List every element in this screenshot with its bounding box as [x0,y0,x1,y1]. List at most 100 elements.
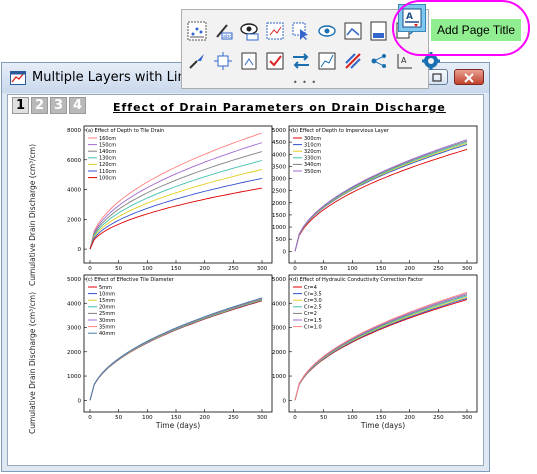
quill-brush-button[interactable] [186,50,208,72]
graph-window: Multiple Layers with Line Plo 1 2 3 4 Ef… [1,62,490,472]
legend-label: 160cm [99,136,116,142]
close-icon [464,73,474,83]
x-tick-label: 0 [88,415,92,421]
layer-tab-2[interactable]: 2 [31,97,48,114]
series-line-1 [294,148,468,252]
page-button[interactable] [368,20,390,42]
restore-icon [432,73,442,82]
pointer-select-button[interactable] [290,20,312,42]
select-data-button[interactable] [264,20,286,42]
layer-tab-3[interactable]: 3 [50,97,67,114]
rescale-button[interactable] [316,50,338,72]
x-tick-label: 200 [199,415,210,421]
layer-tab-4[interactable]: 4 [69,97,86,114]
legend-label: 140cm [99,149,116,155]
window-title: Multiple Layers with Line Plo [32,70,218,85]
toolbar-more-indicator[interactable]: • • • [292,78,318,87]
legend-label: 150cm [99,142,116,148]
legend-label: Cr=2.5 [304,305,322,311]
y-tick-label: 1000 [272,374,286,380]
scatter-plot-button[interactable] [186,20,208,42]
toolbar-row-2: A [186,50,442,72]
network-icon [371,54,386,68]
y-tick-label: 2500 [272,189,286,195]
y-tick-label: 1000 [67,374,81,380]
text-layer-button[interactable]: A [394,50,416,72]
close-button[interactable] [454,69,484,85]
layer-tab-1[interactable]: 1 [12,97,29,114]
panel-title: (b) Effect of Depth to Impervious Layer [291,128,390,134]
legend-label: Cr=3.5 [304,291,322,297]
y-tick-label: 8000 [67,128,81,134]
y-tick-label: 2000 [272,201,286,207]
legend-label: 30mm [99,318,115,324]
no-line-button[interactable] [342,50,364,72]
x-tick-label: 300 [462,415,473,421]
legend-label: 35mm [99,324,115,330]
graph-page[interactable]: 1 2 3 4 Effect of Drain Parameters on Dr… [7,94,484,466]
svg-text:abc: abc [223,34,232,40]
layer-select-icon [344,22,362,40]
eye-abc-icon [240,23,259,41]
layer-fit-icon [241,52,257,70]
no-line-icon [345,53,361,69]
quill-brush-icon [189,54,204,69]
eye-layer-button[interactable] [316,20,338,42]
x-tick-label: 50 [115,415,122,421]
check-layer-button[interactable] [264,50,286,72]
legend-label: 340cm [304,162,321,168]
legend-label: Cr=1.5 [304,318,322,324]
legend-label: 350cm [304,169,321,175]
layer-fit-button[interactable] [238,50,260,72]
plot-frame-1 [83,125,273,264]
x-tick-label: 100 [347,266,358,272]
y-tick-label: 0 [283,249,287,255]
layer-tabs: 1 2 3 4 [12,97,86,114]
x-tick-label: 100 [142,415,153,421]
series-line-3 [89,151,263,250]
network-button[interactable] [368,50,390,72]
y-tick-label: 4500 [272,140,286,146]
brush-abc-button[interactable]: abc [212,20,234,42]
eye-abc-button[interactable] [238,20,260,42]
legend-label: 130cm [99,156,116,162]
x-axis-label: Time (days) [155,421,200,430]
x-tick-label: 300 [257,266,268,272]
settings-gear-button[interactable] [420,50,442,72]
series-line-5 [89,168,263,250]
x-tick-label: 50 [115,266,122,272]
panel-title: (a) Effect of Depth to Tile Drain [86,128,164,134]
x-tick-label: 250 [433,266,444,272]
legend-label: 25mm [99,311,115,317]
legend-label: 310cm [304,142,321,148]
y-tick-label: 500 [276,237,287,243]
legend-label: Cr=4 [304,285,317,291]
x-tick-label: 50 [320,266,327,272]
x-tick-label: 0 [293,266,297,272]
plot-frame-3 [83,274,273,413]
legend-label: 10mm [99,291,115,297]
pointer-select-icon [292,22,308,40]
y-tick-label: 2000 [272,350,286,356]
y-tick-label: 4000 [272,301,286,307]
legend-label: 20mm [99,305,115,311]
x-tick-label: 200 [199,266,210,272]
floating-toolbar: abc [181,9,440,89]
svg-text:A: A [401,56,407,65]
legend-label: 330cm [304,156,321,162]
series-line-6 [294,139,468,252]
y-tick-label: 1000 [272,225,286,231]
y-tick-label: 5000 [67,277,81,283]
add-page-title-button[interactable]: A [398,4,426,32]
x-tick-label: 250 [433,415,444,421]
y-tick-label: 5000 [272,128,286,134]
x-tick-label: 150 [376,415,387,421]
arrange-layers-button[interactable] [212,50,234,72]
swap-layers-button[interactable] [290,50,312,72]
y-tick-label: 2000 [67,217,81,223]
legend-label: 320cm [304,149,321,155]
layer-select-button[interactable] [342,20,364,42]
x-axis-label: Time (days) [360,421,405,430]
swap-layers-icon [293,53,309,69]
charts-area: Cumulative Drain Discharge (cm³/cm) Cumu… [28,125,478,434]
